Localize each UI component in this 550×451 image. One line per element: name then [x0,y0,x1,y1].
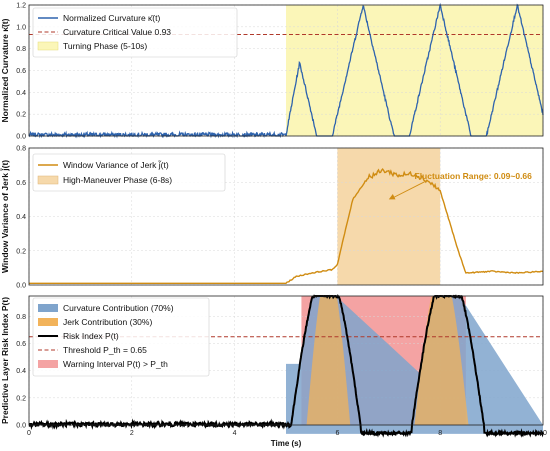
y-tick-label: 0.0 [16,134,26,141]
legend-label-critical: Curvature Critical Value 0.93 [63,27,171,37]
y-tick-label: 0.6 [16,180,26,187]
y-tick-label: 1.0 [16,24,26,31]
y-tick-label: 0.6 [16,68,26,75]
panel-3-legend: Curvature Contribution (70%) Jerk Contri… [32,297,210,377]
panel-jerk: 0.0 0.2 0.4 0.6 0.8 Window Variance of Jerk … [0,146,544,290]
legend-swatch-jerk-contrib [38,318,58,326]
y-tick-label: 0.8 [16,46,26,53]
panel-2-ylabel: Window Variance of Jerk j̃(t) [0,160,10,273]
panel-1-frame [28,4,544,137]
legend-swatch-turning [37,41,59,51]
y-tick-label: 0.0 [16,423,26,430]
panel-2-frame [28,147,544,286]
x-tick-label: 8 [438,430,442,437]
legend-label-curvature: Normalized Curvature κ̄(t) [63,13,160,23]
curvature-contribution-area [286,296,543,434]
y-tick-label: 0.4 [16,214,26,221]
legend-box [32,297,210,377]
x-tick-label: 2 [130,430,134,437]
legend-label-jerk: Window Variance of Jerk j̃(t) [63,159,169,170]
x-tick-label: 6 [335,430,339,437]
x-tick-label: 10 [539,430,547,437]
legend-label-risk: Risk Index P(t) [63,331,119,341]
panel-3-x-ticks: 0 2 4 6 8 10 [27,430,547,437]
legend-box [32,153,226,192]
y-tick-label: 0.6 [16,341,26,348]
y-tick-label: 0.4 [16,90,26,97]
y-tick-label: 0.4 [16,368,26,375]
panel-3-ylabel: Predictive Layer Risk Index P(t) [0,297,10,424]
legend-label-threshold: Threshold P_th = 0.65 [63,345,147,355]
legend-swatch-curv-contrib [38,304,58,312]
y-tick-label: 1.2 [16,3,26,10]
legend-label-jerk-contrib: Jerk Contribution (30%) [63,317,152,327]
y-tick-label: 0.0 [16,283,26,290]
panel-2-y-ticks: 0.0 0.2 0.4 0.6 0.8 [16,146,26,290]
legend-box [32,7,238,58]
annotation-arrow [392,181,425,199]
y-tick-label: 0.8 [16,314,26,321]
y-tick-label: 0.2 [16,112,26,119]
x-tick-label: 0 [27,430,31,437]
high-maneuver-band [337,148,441,285]
panel-3-frame [28,295,544,426]
fluctuation-annotation: Fluctuation Range: 0.09~0.66 [415,171,533,181]
panel-3-xlabel: Time (s) [271,439,302,448]
jerk-series-line [29,168,544,284]
x-tick-label: 4 [233,430,237,437]
legend-label-warning: Warning Interval P(t) > P_th [63,359,168,369]
panel-2-legend: Window Variance of Jerk j̃(t) High-Maneu… [32,153,226,192]
legend-label-curv-contrib: Curvature Contribution (70%) [63,303,174,313]
panel-risk: 0.0 0.2 0.4 0.6 0.8 0 2 4 6 8 10 Predictive Layer… [0,294,547,448]
y-tick-label: 0.8 [16,146,26,153]
panel-3-y-ticks: 0.0 0.2 0.4 0.6 0.8 [16,314,26,430]
legend-swatch-maneuver [37,175,59,185]
panel-1-ylabel: Normalized Curvature κ̄(t) [0,18,10,122]
panel-1-y-ticks: 0.0 0.2 0.4 0.6 0.8 1.0 1.2 [16,3,26,141]
panel-curvature: 0.0 0.2 0.4 0.6 0.8 1.0 1.2 Normalized Curvatu… [0,3,544,141]
legend-label-turning: Turning Phase (5-10s) [63,41,147,51]
annotation-arrowhead [388,193,396,200]
panel-1-legend: Normalized Curvature κ̄(t) Curvature Cri… [32,7,238,58]
y-tick-label: 0.2 [16,248,26,255]
legend-swatch-warning [38,360,58,368]
y-tick-label: 0.2 [16,395,26,402]
legend-label-maneuver: High-Maneuver Phase (6-8s) [63,175,172,185]
